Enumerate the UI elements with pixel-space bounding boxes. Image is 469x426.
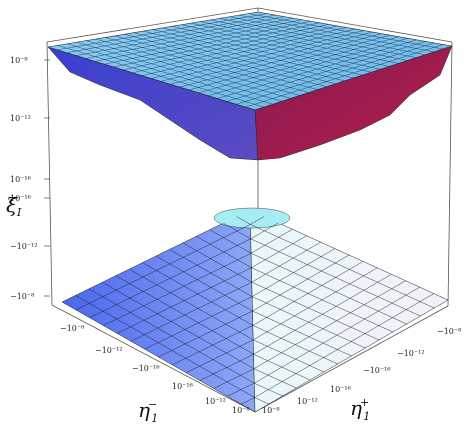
z-tick-label: −10⁻⁸ xyxy=(10,292,34,301)
upper-surface xyxy=(47,11,453,161)
lower-right-side xyxy=(249,209,449,413)
grid-line xyxy=(209,229,252,254)
grid-line xyxy=(207,38,408,96)
upper-top-grid xyxy=(57,13,444,108)
grid-line xyxy=(254,293,434,398)
grid-line xyxy=(160,30,364,82)
y-axis-label: η+ 1 xyxy=(350,396,370,423)
grid-line xyxy=(254,382,283,397)
y-tick-label: −10⁻¹² xyxy=(397,349,425,358)
grid-line xyxy=(75,295,255,398)
x-tick-label: −10⁻¹⁶ xyxy=(132,364,160,373)
grid-line xyxy=(196,236,252,268)
x-axis-ticks: −10⁻⁸ −10⁻¹² −10⁻¹⁶ 10⁻¹⁶ 10⁻¹² 10⁻⁸ xyxy=(60,324,250,415)
lower-left-side xyxy=(61,209,256,413)
grid-line xyxy=(250,229,293,254)
y-tick-label: −10⁻¹⁶ xyxy=(363,366,391,375)
y-tick-label: −10⁻⁸ xyxy=(437,327,461,336)
grid-line xyxy=(172,26,372,73)
grid-line xyxy=(198,36,400,94)
grid-line xyxy=(151,28,356,79)
grid-line xyxy=(213,368,255,389)
grid-line xyxy=(253,267,378,341)
grid-line xyxy=(236,216,251,225)
grid-line xyxy=(103,253,252,326)
grid-line xyxy=(219,18,417,58)
grid-line xyxy=(252,254,350,312)
z-tick-label: 10⁻¹⁶ xyxy=(10,194,31,203)
grid-line xyxy=(252,296,366,349)
grid-line xyxy=(217,39,417,99)
grid-line xyxy=(223,222,251,240)
grid-line xyxy=(253,354,311,381)
grid-line xyxy=(172,325,253,366)
grid-line xyxy=(251,241,321,283)
x-tick-label: −10⁻¹² xyxy=(95,346,123,355)
y-tick-label: 10⁻¹² xyxy=(297,397,318,406)
x-tick-label: −10⁻⁸ xyxy=(60,324,84,333)
grid-line xyxy=(241,397,255,405)
lower-peak xyxy=(213,207,291,229)
z-tick-label: 10⁻¹⁶ xyxy=(10,175,31,184)
grid-line xyxy=(185,339,254,373)
grid-line xyxy=(253,368,297,389)
grid-line xyxy=(102,282,255,369)
grid-line xyxy=(227,382,255,397)
grid-line xyxy=(144,296,253,350)
grid-line xyxy=(245,44,444,108)
x-tick-label: 10⁻¹² xyxy=(205,397,226,406)
grid-line xyxy=(250,216,265,225)
grid-line xyxy=(162,27,363,76)
grid-line xyxy=(142,262,253,326)
grid-line xyxy=(129,268,254,341)
grid-line xyxy=(238,14,435,53)
grid-line xyxy=(252,261,364,326)
y-axis-ticks: −10⁻⁸ −10⁻¹² −10⁻¹⁶ 10⁻¹⁶ 10⁻¹² 10⁻⁸ xyxy=(262,327,461,415)
grid-line xyxy=(252,325,338,365)
x-axis-label: η− 1 xyxy=(138,398,158,425)
grid-line xyxy=(252,310,352,357)
grid-line xyxy=(210,19,408,61)
grid-line xyxy=(229,16,426,55)
grid-line xyxy=(200,21,399,64)
grid-line xyxy=(182,242,252,283)
grid-line xyxy=(170,31,373,85)
grid-line xyxy=(199,354,254,381)
z-axis-ticks: 10⁻⁸ 10⁻¹² 10⁻¹⁶ 10⁻¹⁶ −10⁻¹² −10⁻⁸ xyxy=(10,56,50,301)
grid-line xyxy=(181,24,381,70)
grid-line xyxy=(253,339,325,373)
grid-line xyxy=(155,255,253,312)
grid-line xyxy=(251,281,380,341)
grid-line xyxy=(252,248,335,297)
y-tick-label: 10⁻⁸ xyxy=(262,406,280,415)
grid-line xyxy=(253,280,406,369)
z-tick-label: 10⁻⁸ xyxy=(10,56,28,65)
grid-line xyxy=(250,224,435,309)
grid-line xyxy=(226,41,426,102)
z-tick-label: −10⁻¹² xyxy=(10,242,38,251)
x-tick-label: 10⁻⁸ xyxy=(232,406,250,415)
grid-line xyxy=(179,33,382,88)
grid-line xyxy=(169,249,253,297)
z-tick-label: 10⁻¹² xyxy=(10,114,31,123)
grid-line xyxy=(251,235,307,268)
z-axis-label: ξI xyxy=(6,193,22,219)
x-tick-label: 10⁻¹⁶ xyxy=(172,382,193,391)
upper-right-side xyxy=(254,45,453,161)
grid-line xyxy=(191,22,390,67)
grid-line xyxy=(75,224,251,311)
grid-line xyxy=(130,281,252,342)
grid-line xyxy=(248,13,444,50)
grid-line xyxy=(250,222,279,240)
lower-surface-grid xyxy=(75,216,435,405)
lower-surface xyxy=(61,207,449,413)
grid-line xyxy=(254,397,269,405)
grid-line xyxy=(236,42,435,105)
grid-line xyxy=(158,310,253,358)
grid-line xyxy=(189,34,391,91)
grid-line xyxy=(250,253,407,325)
y-tick-label: 10⁻¹⁶ xyxy=(330,385,351,394)
